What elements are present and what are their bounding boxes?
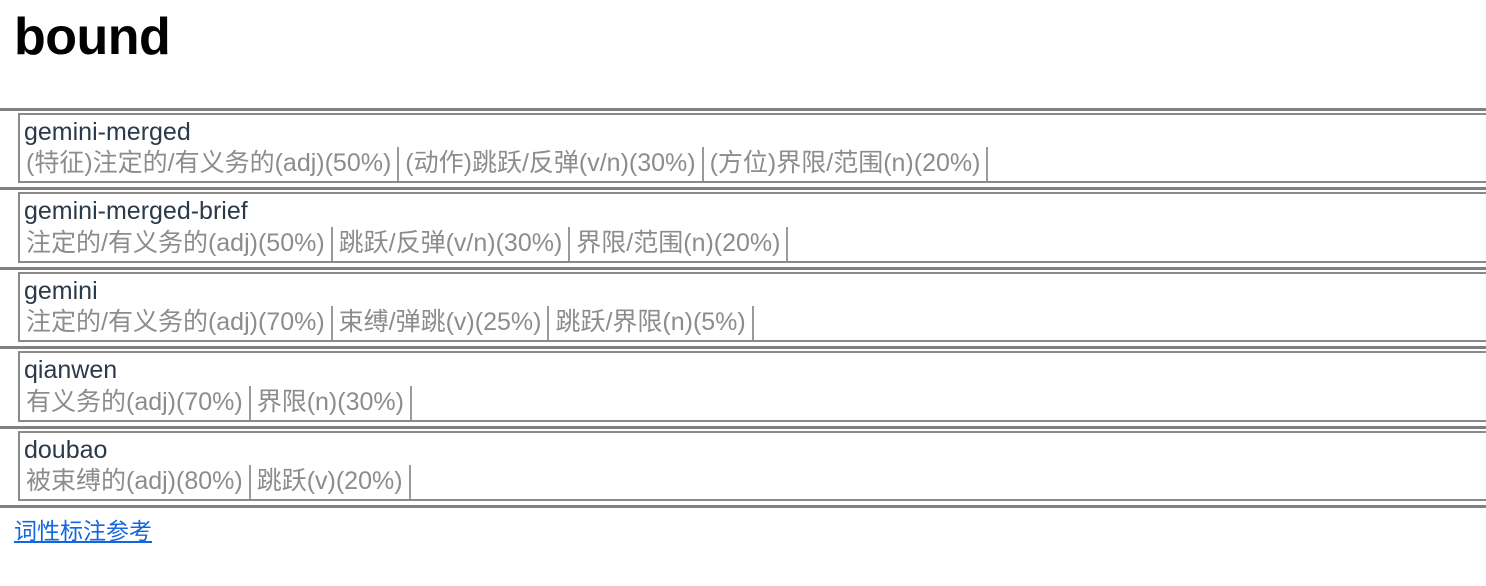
model-name: qianwen [24,356,118,385]
sense-item[interactable]: 跳跃/反弹(v/n)(30%) [333,226,571,261]
sense-item[interactable]: 注定的/有义务的(adj)(50%) [20,226,333,261]
sense-item[interactable]: 界限/范围(n)(20%) [570,226,789,261]
sense-item[interactable]: (特征)注定的/有义务的(adj)(50%) [20,147,400,182]
model-row: doubao 被束缚的(adj)(80%) 跳跃(v)(20%) [0,427,1486,507]
model-name: gemini [24,276,98,305]
model-cell: gemini-merged (特征)注定的/有义务的(adj)(50%) (动作)跳… [0,109,1486,189]
model-row: gemini 注定的/有义务的(adj)(70%) 束缚/弹跳(v)(25%) 跳跃/… [0,268,1486,348]
model-name: gemini-merged-brief [24,197,248,226]
model-box: gemini 注定的/有义务的(adj)(70%) 束缚/弹跳(v)(25%) 跳跃/… [18,271,1486,343]
model-name: doubao [24,435,108,464]
sense-item[interactable]: 注定的/有义务的(adj)(70%) [20,306,333,341]
sense-list: 被束缚的(adj)(80%) 跳跃(v)(20%) [20,465,1486,500]
model-cell: qianwen 有义务的(adj)(70%) 界限(n)(30%) [0,348,1486,428]
sense-item[interactable]: (动作)跳跃/反弹(v/n)(30%) [399,147,704,182]
model-cell: gemini-merged-brief 注定的/有义务的(adj)(50%) 跳跃/… [0,189,1486,269]
model-box: qianwen 有义务的(adj)(70%) 界限(n)(30%) [18,351,1486,422]
sense-item[interactable]: 有义务的(adj)(70%) [20,385,251,420]
model-cell: gemini 注定的/有义务的(adj)(70%) 束缚/弹跳(v)(25%) 跳跃/… [0,268,1486,348]
model-name: gemini-merged [24,117,191,146]
sense-item[interactable]: 束缚/弹跳(v)(25%) [333,306,550,341]
model-senses-body: gemini-merged (特征)注定的/有义务的(adj)(50%) (动作)跳… [0,109,1486,507]
sense-list: (特征)注定的/有义务的(adj)(50%) (动作)跳跃/反弹(v/n)(30%… [20,147,1486,182]
page-title: bound [14,8,171,66]
sense-item[interactable]: 跳跃/界限(n)(5%) [549,306,754,341]
sense-list: 注定的/有义务的(adj)(70%) 束缚/弹跳(v)(25%) 跳跃/界限(n)(… [20,306,1486,341]
sense-item[interactable]: (方位)界限/范围(n)(20%) [704,147,989,182]
model-box: gemini-merged-brief 注定的/有义务的(adj)(50%) 跳跃/… [18,192,1486,263]
model-cell: doubao 被束缚的(adj)(80%) 跳跃(v)(20%) [0,427,1486,507]
sense-list: 有义务的(adj)(70%) 界限(n)(30%) [20,385,1486,420]
sense-item[interactable]: 界限(n)(30%) [251,385,412,420]
sense-list: 注定的/有义务的(adj)(50%) 跳跃/反弹(v/n)(30%) 界限/范围(n… [20,226,1486,261]
model-row: gemini-merged-brief 注定的/有义务的(adj)(50%) 跳跃/… [0,188,1486,269]
model-senses-table: gemini-merged (特征)注定的/有义务的(adj)(50%) (动作)跳… [0,108,1486,509]
sense-item[interactable]: 被束缚的(adj)(80%) [20,465,251,500]
sense-item[interactable]: 跳跃(v)(20%) [251,465,411,500]
model-row: gemini-merged (特征)注定的/有义务的(adj)(50%) (动作)跳… [0,109,1486,189]
model-row: qianwen 有义务的(adj)(70%) 界限(n)(30%) [0,347,1486,428]
model-box: doubao 被束缚的(adj)(80%) 跳跃(v)(20%) [18,430,1486,502]
page-root: bound gemini-merged (特征)注定的/有义务的(adj)(50%… [0,8,1486,546]
model-box: gemini-merged (特征)注定的/有义务的(adj)(50%) (动作)跳… [18,112,1486,184]
pos-reference-link[interactable]: 词性标注参考 [14,518,152,545]
